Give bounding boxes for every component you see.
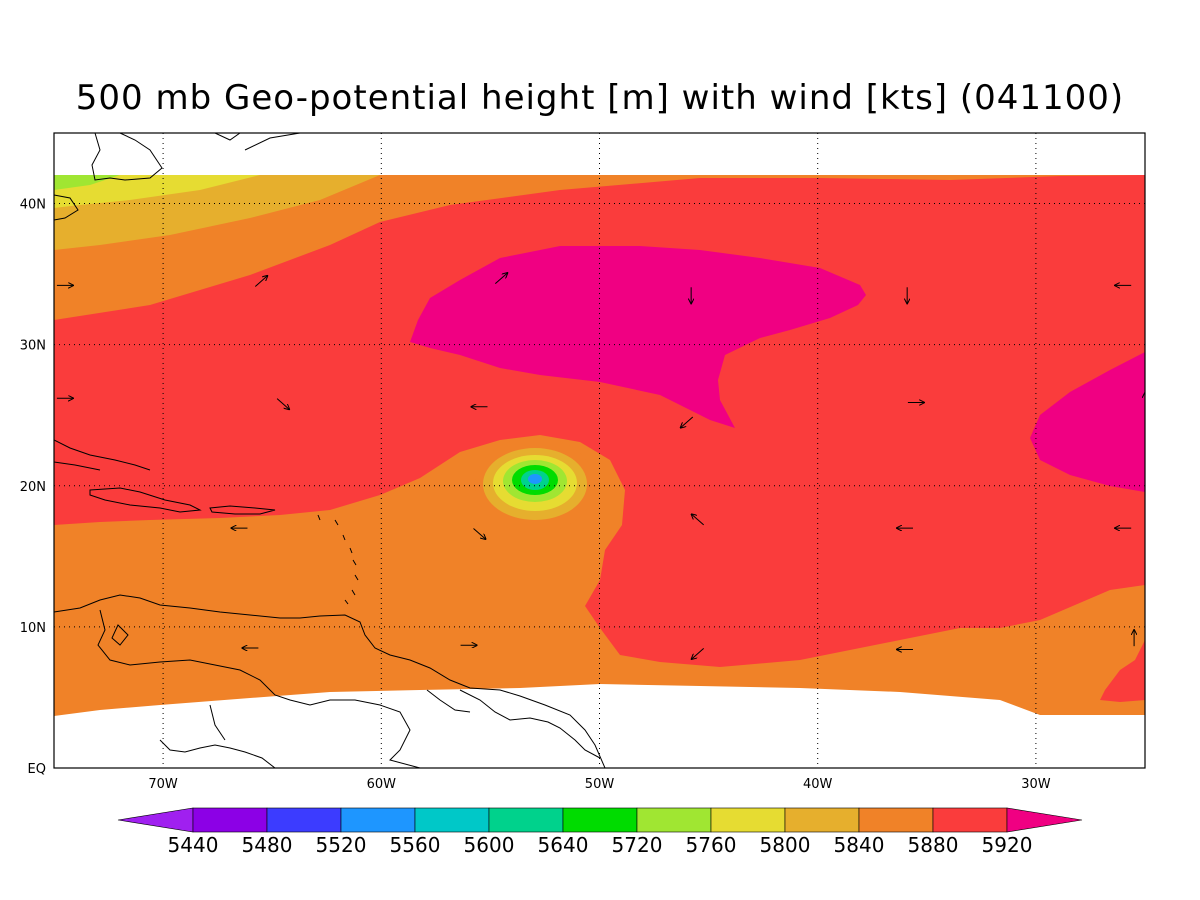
colorbar-box	[858, 807, 934, 833]
colorbar-low-arrow	[117, 807, 194, 833]
plot-frame	[53, 132, 1146, 769]
y-axis-labels: EQ 10N 20N 30N 40N	[20, 198, 46, 777]
contour-5880-se	[1100, 640, 1145, 702]
colorbar-label: 5840	[834, 833, 885, 857]
x-tick-label: 60W	[367, 777, 397, 792]
contour-5920-central	[410, 246, 866, 428]
coastlines	[54, 133, 606, 768]
wind-arrow	[254, 276, 267, 287]
colorbar-box	[784, 807, 860, 833]
y-tick-label: 10N	[20, 621, 46, 636]
colorbar-label: 5800	[760, 833, 811, 857]
x-tick-label: 50W	[585, 777, 615, 792]
colorbar-label: 5560	[390, 833, 441, 857]
low-pressure-center	[475, 437, 595, 533]
wind-arrow	[473, 528, 485, 539]
contour-5880	[54, 175, 1145, 667]
colorbar-box	[192, 807, 268, 833]
wind-arrow	[276, 398, 289, 410]
contour-5760	[54, 175, 260, 208]
colorbar-box	[636, 807, 712, 833]
colorbar-box	[932, 807, 1008, 833]
colorbar-box	[266, 807, 342, 833]
colorbar-label: 5720	[612, 833, 663, 857]
colorbar-box	[340, 807, 416, 833]
wind-arrow	[692, 648, 705, 659]
colorbar-high-arrow	[1006, 807, 1083, 833]
colorbar-label: 5480	[242, 833, 293, 857]
wind-vectors	[56, 273, 1145, 659]
map-title: 500 mb Geo-potential height [m] with win…	[75, 78, 1125, 118]
colorbar-box	[488, 807, 564, 833]
wind-arrow	[681, 416, 694, 428]
x-tick-label: 40W	[803, 777, 833, 792]
colorbar-box	[414, 807, 490, 833]
colorbar-label: 5440	[168, 833, 219, 857]
y-tick-label: 20N	[20, 480, 46, 495]
y-tick-label: 30N	[20, 339, 46, 354]
x-axis-labels: 70W 60W 50W 40W 30W	[148, 777, 1050, 792]
y-tick-label: 40N	[20, 198, 46, 213]
colorbar-label: 5600	[464, 833, 515, 857]
x-tick-label: 30W	[1021, 777, 1051, 792]
colorbar-box	[710, 807, 786, 833]
colorbar-label: 5520	[316, 833, 367, 857]
colorbar-label: 5640	[538, 833, 589, 857]
wind-arrow	[494, 273, 507, 284]
wind-arrow	[692, 514, 705, 526]
colorbar-label: 5760	[686, 833, 737, 857]
colorbar-box	[562, 807, 638, 833]
grid-lines	[54, 133, 1145, 768]
colorbar-label: 5920	[982, 833, 1033, 857]
y-tick-label: EQ	[28, 762, 46, 777]
colorbar: 5440 5480 5520 5560 5600 5640 5720 5760 5800 5840…	[117, 807, 1083, 857]
x-tick-label: 70W	[148, 777, 178, 792]
colorbar-label: 5880	[908, 833, 959, 857]
contour-5920-east	[1030, 352, 1145, 492]
